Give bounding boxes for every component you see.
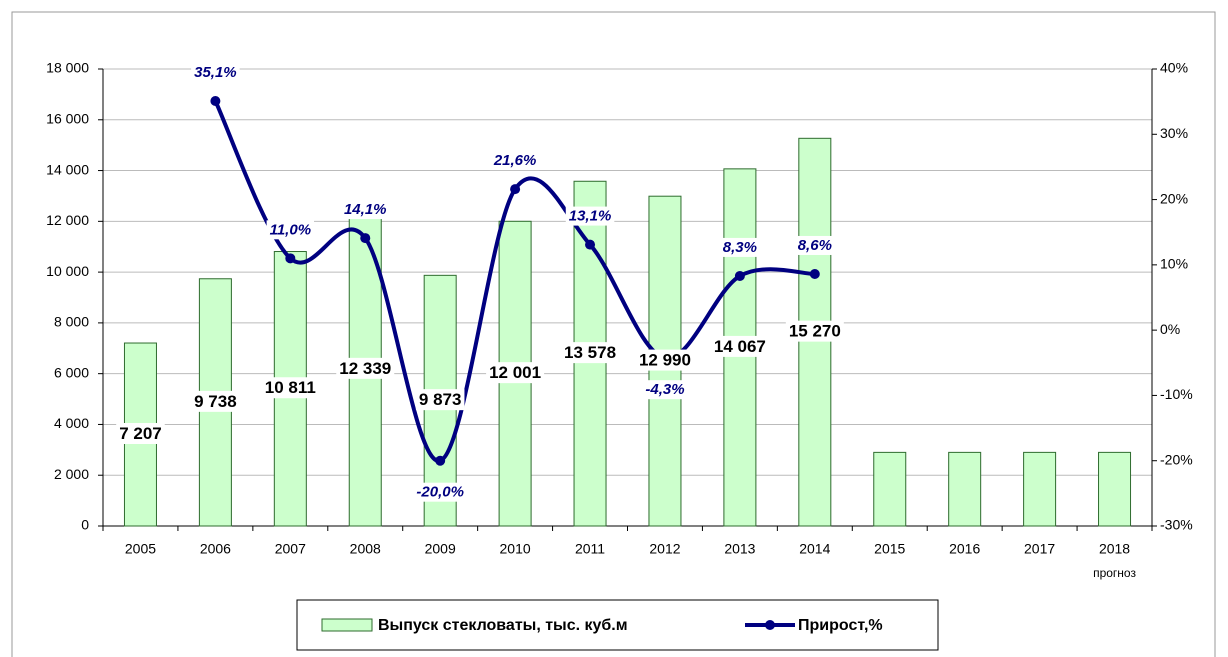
x-tick-label: 2017 xyxy=(1024,541,1055,557)
legend-box xyxy=(296,599,939,651)
legend-swatch xyxy=(765,620,775,630)
line-point xyxy=(210,95,221,106)
bar-label: 12 339 xyxy=(339,359,391,378)
label-bg xyxy=(561,342,620,364)
bar-label: 13 578 xyxy=(564,343,616,362)
y-tick-label: 0 xyxy=(81,517,89,533)
line-point xyxy=(809,268,820,279)
x-tick-label: 2008 xyxy=(350,541,381,557)
line-point xyxy=(585,239,596,250)
line-point xyxy=(435,455,446,466)
label-bg xyxy=(191,390,240,412)
y-tick-label: 18 000 xyxy=(46,60,89,76)
line-label: 13,1% xyxy=(569,208,612,225)
bar-label: 14 067 xyxy=(714,337,766,356)
bar xyxy=(1098,451,1132,527)
bar-label: 9 873 xyxy=(419,390,462,409)
y-tick-label: 10 000 xyxy=(46,263,89,279)
label-bg xyxy=(336,357,395,379)
bar xyxy=(1023,451,1057,527)
label-bg xyxy=(794,235,835,255)
x-tick-label: 2016 xyxy=(949,541,980,557)
label-bg xyxy=(486,362,545,384)
y-tick-label: 6 000 xyxy=(54,364,89,380)
forecast-note: прогноз xyxy=(1093,566,1136,580)
label-bg xyxy=(116,422,165,444)
bar-label: 15 270 xyxy=(789,322,841,341)
legend-label: Выпуск стекловаты, тыс. куб.м xyxy=(378,617,628,634)
label-bg xyxy=(719,237,760,257)
line-point xyxy=(285,253,296,264)
y-tick-label: 2 000 xyxy=(54,466,89,482)
label-bg xyxy=(261,377,319,399)
x-tick-label: 2011 xyxy=(575,541,605,557)
x-tick-label: 2009 xyxy=(425,541,456,557)
bar xyxy=(873,451,907,527)
y-tick-label: 16 000 xyxy=(46,110,89,126)
y2-tick-label: -30% xyxy=(1160,517,1193,533)
y-tick-label: 4 000 xyxy=(54,415,89,431)
label-bg xyxy=(785,320,844,342)
bar-label: 12 990 xyxy=(639,351,691,370)
line-label: 11,0% xyxy=(270,221,311,238)
frame xyxy=(11,11,1216,657)
y-tick-label: 14 000 xyxy=(46,161,89,177)
label-bg xyxy=(340,200,390,220)
y2-tick-label: -20% xyxy=(1160,451,1193,467)
line-label: 14,1% xyxy=(344,201,387,218)
line-label: -20,0% xyxy=(416,484,464,501)
label-bg xyxy=(710,335,769,357)
label-bg xyxy=(266,220,315,240)
line-label: -4,3% xyxy=(645,381,684,398)
line-label: 8,6% xyxy=(798,237,832,254)
label-bg xyxy=(565,206,615,226)
bar-label: 7 207 xyxy=(119,424,162,443)
y2-tick-label: 30% xyxy=(1160,125,1188,141)
bar-label: 9 738 xyxy=(194,392,237,411)
label-bg xyxy=(191,62,240,82)
x-tick-label: 2018 xyxy=(1099,541,1130,557)
bar-label: 12 001 xyxy=(489,363,541,382)
line-label: 21,6% xyxy=(493,152,537,169)
x-tick-label: 2014 xyxy=(799,541,830,557)
line xyxy=(213,100,815,463)
y-tick-label: 12 000 xyxy=(46,212,89,228)
label-bg xyxy=(635,349,694,371)
x-tick-label: 2013 xyxy=(724,541,755,557)
legend-swatch xyxy=(321,618,373,632)
y2-tick-label: 20% xyxy=(1160,190,1188,206)
label-bg xyxy=(642,380,688,400)
x-tick-label: 2006 xyxy=(200,541,231,557)
line-point xyxy=(734,270,745,281)
x-tick-label: 2010 xyxy=(500,541,531,557)
line-label: 8,3% xyxy=(723,239,757,256)
x-tick-label: 2005 xyxy=(125,541,156,557)
bar xyxy=(948,451,982,527)
legend-label: Прирост,% xyxy=(798,617,883,634)
label-bg xyxy=(415,389,465,411)
y2-tick-label: 10% xyxy=(1160,256,1188,272)
x-tick-label: 2012 xyxy=(649,541,680,557)
x-tick-label: 2007 xyxy=(275,541,306,557)
y2-tick-label: 0% xyxy=(1160,321,1180,337)
line-label: 35,1% xyxy=(194,64,237,81)
y-tick-label: 8 000 xyxy=(54,314,89,330)
line-point xyxy=(360,233,371,244)
y2-tick-label: -10% xyxy=(1160,386,1193,402)
line-point xyxy=(510,184,521,195)
x-tick-label: 2015 xyxy=(874,541,905,557)
label-bg xyxy=(489,151,540,171)
y2-tick-label: 40% xyxy=(1160,60,1188,76)
bar-label: 10 811 xyxy=(265,378,316,397)
label-bg xyxy=(413,482,467,502)
